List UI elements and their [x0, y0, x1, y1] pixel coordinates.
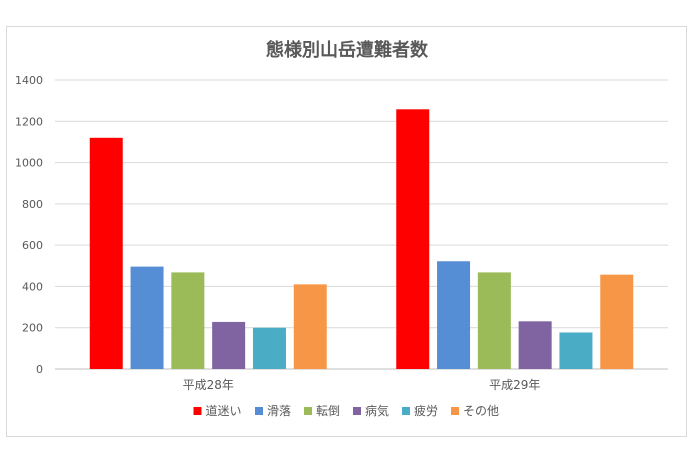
bar: [252, 327, 286, 369]
legend-label: 疲労: [414, 403, 438, 418]
y-tick-label: 200: [22, 322, 43, 335]
legend-swatch: [304, 407, 312, 415]
bar: [437, 261, 471, 369]
legend-swatch: [193, 407, 202, 415]
y-tick-label: 1200: [15, 115, 43, 128]
y-tick-label: 600: [22, 239, 43, 252]
y-tick-label: 800: [22, 198, 43, 211]
legend: 道迷い 滑落 転倒 病気 疲労 その他: [193, 403, 499, 418]
legend-label: 道迷い: [206, 404, 242, 418]
chart-title: 態様別山岳遭難者数: [266, 39, 429, 61]
bar: [600, 274, 634, 369]
legend-label: 滑落: [267, 404, 291, 418]
y-tick-label: 0: [36, 363, 43, 376]
y-tick-label: 1400: [15, 74, 43, 87]
bar: [518, 321, 552, 369]
bar: [559, 332, 593, 369]
bar: [293, 284, 327, 369]
legend-label: 転倒: [316, 404, 340, 418]
legend-swatch: [451, 407, 459, 415]
bar: [89, 137, 123, 369]
bar: [171, 272, 205, 369]
legend-label: その他: [463, 404, 499, 418]
x-tick-label: 平成29年: [489, 378, 540, 392]
x-tick-label: 平成28年: [183, 378, 234, 392]
y-axis-ticks: 0 200 400 600 800 1000 1200 1400: [15, 74, 43, 376]
legend-swatch: [353, 407, 361, 415]
legend-label: 病気: [365, 403, 389, 418]
y-tick-label: 1000: [15, 157, 43, 170]
legend-swatch: [255, 407, 263, 415]
bars: [89, 109, 634, 369]
bar: [477, 272, 511, 369]
bar: [396, 109, 430, 369]
y-tick-label: 400: [22, 280, 43, 293]
x-axis-ticks: 平成28年 平成29年: [183, 378, 541, 392]
bar: [130, 266, 164, 369]
legend-swatch: [402, 407, 410, 415]
bar: [212, 321, 246, 369]
